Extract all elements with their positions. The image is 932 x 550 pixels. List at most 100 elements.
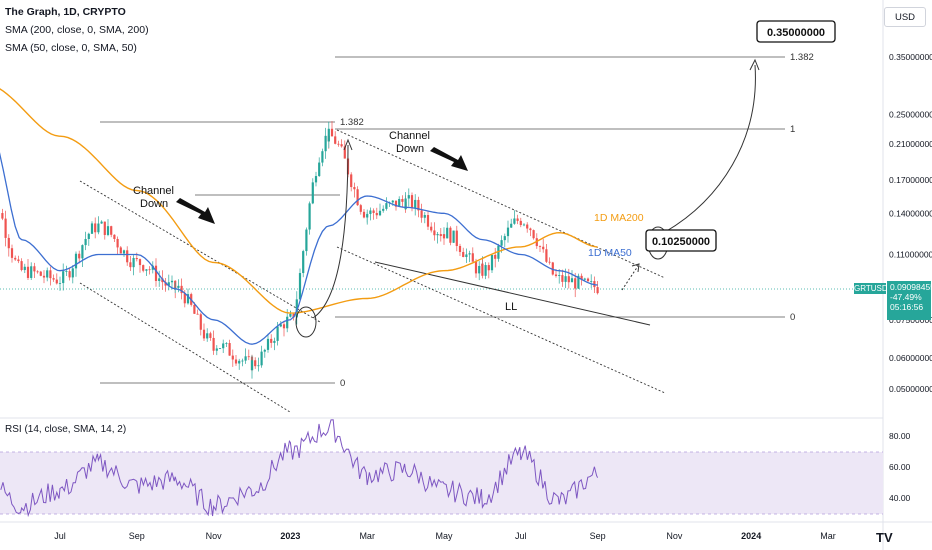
time-tick-label: Nov <box>206 531 223 541</box>
candle-body <box>548 261 551 263</box>
candle-body <box>39 271 42 276</box>
ma50-line <box>0 152 598 345</box>
candle-body <box>350 174 353 188</box>
candle-body <box>282 324 286 329</box>
candle-body <box>148 269 151 271</box>
candle-body <box>20 261 23 271</box>
candle-body <box>222 343 225 349</box>
candle-body <box>103 221 106 235</box>
breakout-ellipse[interactable] <box>295 306 317 338</box>
price-tag-countdown: 05:16:56 <box>890 302 924 312</box>
target-arrow[interactable] <box>664 64 756 233</box>
time-tick-label: Sep <box>590 531 606 541</box>
candle-body <box>506 227 510 237</box>
candle-body <box>545 249 548 262</box>
candle-body <box>465 254 468 258</box>
candle-body <box>314 176 318 183</box>
channel-2[interactable] <box>336 129 666 394</box>
candle-body <box>500 240 503 246</box>
rally-arrow-1-head <box>343 138 353 151</box>
candle-body <box>238 360 241 364</box>
candle-body <box>372 210 375 213</box>
candle-body <box>33 266 36 272</box>
ll-trendline[interactable] <box>374 261 651 326</box>
candle-body <box>410 195 414 208</box>
candle-body <box>263 349 266 352</box>
candle-body <box>58 283 62 284</box>
legend-sma50[interactable]: SMA (50, close, 0, SMA, 50) <box>5 42 137 54</box>
candle-body <box>324 135 327 152</box>
channel-down-2-line1: Channel <box>389 130 430 142</box>
candle-body <box>439 234 442 237</box>
candle-body <box>65 271 68 272</box>
candle-body <box>74 253 78 269</box>
channel-down-2-line2: Down <box>396 143 424 155</box>
candle-body <box>554 274 558 276</box>
candle-body <box>183 293 186 304</box>
candle-body <box>398 198 401 207</box>
rsi-legend[interactable]: RSI (14, close, SMA, 14, 2) <box>5 424 127 435</box>
candle-body <box>30 266 33 278</box>
rsi-axis[interactable]: 80.00 60.00 40.00 <box>889 431 911 503</box>
channel-down-1-line1: Channel <box>133 185 174 197</box>
candle-body <box>126 250 129 263</box>
price-tag-change: -47.49% <box>890 292 922 302</box>
candle-body <box>17 259 20 262</box>
tradingview-logo[interactable]: TV <box>876 530 893 545</box>
channel-1[interactable] <box>79 180 321 413</box>
time-tick-label: Jul <box>515 531 527 541</box>
candle-body <box>311 182 314 204</box>
fib-right-top-label: 1.382 <box>790 52 814 63</box>
candle-body <box>484 265 487 276</box>
candle-body <box>426 215 430 227</box>
candle-body <box>164 282 167 286</box>
legend-sma200[interactable]: SMA (200, close, 0, SMA, 200) <box>5 24 149 36</box>
price-tick-label: 0.06000000 <box>889 353 932 363</box>
candle-body <box>327 128 330 142</box>
target-box[interactable] <box>756 20 836 43</box>
candle-body <box>218 348 222 350</box>
candle-body <box>84 238 87 246</box>
candle-body <box>510 223 513 228</box>
small-arrow-head <box>631 263 640 273</box>
candle-body <box>138 259 142 266</box>
candle-body <box>503 236 506 241</box>
mid-box-label: 0.10250000 <box>652 236 710 248</box>
candle-body <box>212 337 215 346</box>
symbol-tag: GRTUSD <box>854 283 888 294</box>
candle-body <box>199 314 202 330</box>
candle-body <box>244 356 247 361</box>
candle-body <box>78 253 81 259</box>
candle-body <box>94 223 97 233</box>
candle-body <box>583 278 586 280</box>
channel-1-upper <box>79 180 321 323</box>
mid-box[interactable] <box>645 229 717 252</box>
candle-body <box>529 228 532 231</box>
price-tag: 0.09098455 -47.49% 05:16:56 <box>887 281 932 320</box>
candle-body <box>202 329 206 339</box>
candle-body <box>490 254 494 271</box>
candle-body <box>366 213 369 215</box>
candle-body <box>298 273 302 300</box>
candle-body <box>161 278 164 283</box>
candle-body <box>343 146 346 159</box>
candle-body <box>119 247 122 254</box>
currency-button[interactable]: USD <box>884 7 926 27</box>
candle-body <box>260 351 263 366</box>
candle-body <box>1 213 4 219</box>
candle-body <box>308 203 311 230</box>
candle-body <box>567 276 570 283</box>
fib-left[interactable] <box>100 194 340 384</box>
price-axis[interactable]: 0.35000000 0.25000000 0.21000000 0.17000000… <box>889 52 932 394</box>
candle-body <box>228 343 231 356</box>
time-axis[interactable]: Jul Sep Nov 2023 Mar May Jul Sep Nov 2024 Mar <box>54 531 836 541</box>
fib-right[interactable] <box>335 56 785 318</box>
ma200-label: 1D MA200 <box>594 212 644 224</box>
candle-body <box>116 238 119 248</box>
rsi-band <box>0 452 883 514</box>
candle-body <box>474 261 478 274</box>
candle-body <box>106 226 110 235</box>
candle-body <box>302 251 305 274</box>
rally-arrow-1[interactable] <box>312 144 349 319</box>
